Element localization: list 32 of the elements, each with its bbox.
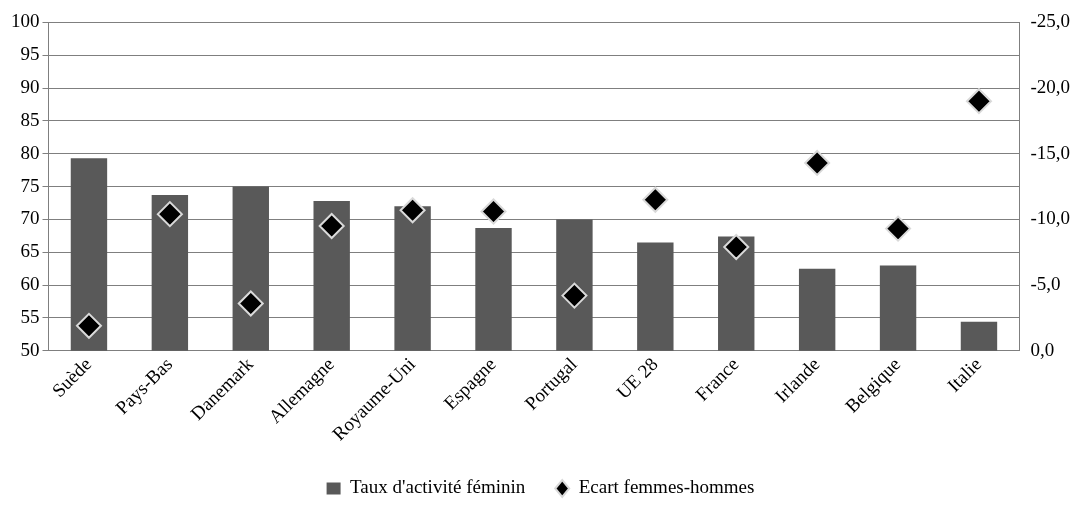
point: [399, 197, 426, 224]
y-tick-label: 55: [20, 305, 40, 327]
point: [642, 186, 669, 213]
point: [237, 290, 264, 317]
y-tick-label: 60: [20, 273, 40, 295]
point: [965, 88, 992, 115]
y-tick-label: 50: [20, 338, 40, 360]
y-tick-label: 100: [11, 10, 40, 32]
point: [75, 312, 102, 339]
point: [156, 201, 183, 228]
legend-label: Taux d'activité féminin: [350, 476, 526, 498]
x-tick-label: UE 28: [612, 353, 662, 403]
y-tick-label: 75: [20, 174, 40, 196]
y-tick-label: 90: [20, 76, 40, 98]
point: [480, 198, 507, 225]
point: [723, 234, 750, 260]
y2-tick-label: -5,0: [1030, 273, 1061, 295]
y2-tick-label: -15,0: [1030, 141, 1070, 163]
y2-tick-label: -20,0: [1030, 76, 1070, 98]
y-tick-label: 80: [20, 141, 40, 163]
point: [804, 149, 831, 176]
y-tick-label: 70: [20, 207, 40, 229]
legend-label: Ecart femmes-hommes: [578, 476, 755, 498]
point: [885, 215, 912, 242]
y2-tick-label: -25,0: [1030, 10, 1070, 32]
y-tick-label: 95: [20, 43, 40, 65]
y-tick-label: 65: [20, 240, 40, 262]
point: [318, 212, 345, 239]
y2-tick-label: 0,0: [1030, 338, 1055, 360]
y2-tick-label: -10,0: [1030, 207, 1070, 229]
y-tick-label: 85: [20, 108, 40, 130]
point: [561, 282, 588, 309]
